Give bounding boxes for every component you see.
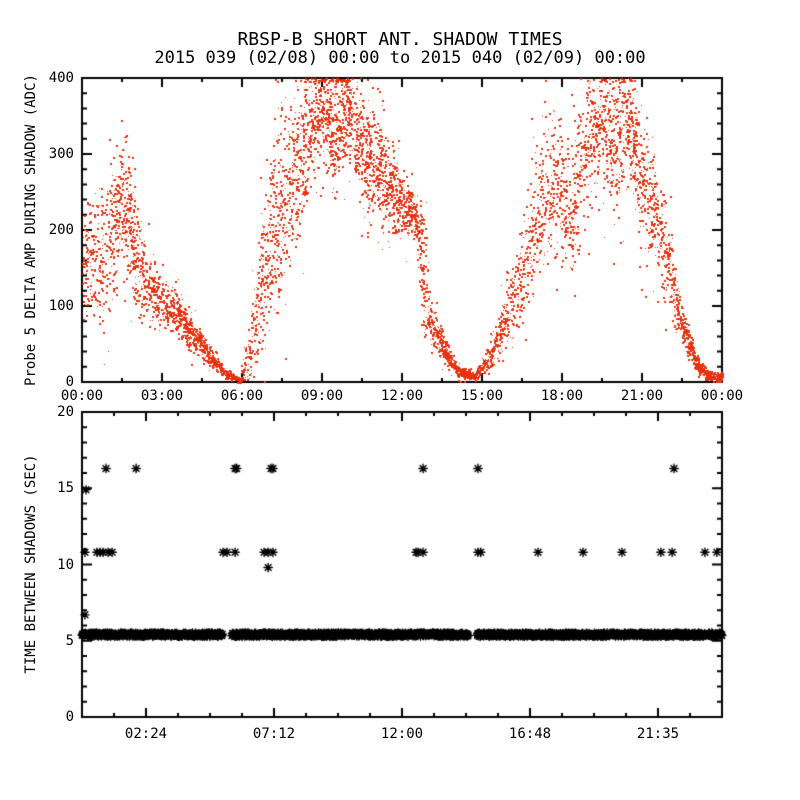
plot-subtitle: 2015 039 (02/08) 00:00 to 2015 040 (02/0… [154,48,646,68]
bottom-x-tick-label: 16:48 [508,726,552,742]
top-x-tick-label: 00:00 [700,388,744,404]
plot-title: RBSP-B SHORT ANT. SHADOW TIMES [237,29,563,50]
bottom-y-tick-label: 0 [65,709,74,725]
bottom-y-tick-label: 5 [65,632,74,649]
bottom-y-tick-label: 15 [57,480,74,497]
top-x-tick-label: 12:00 [380,388,424,404]
top-x-tick-label: 18:00 [540,388,584,404]
bottom-x-tick-label: 07:12 [252,726,296,742]
top-x-tick-label: 03:00 [140,388,184,404]
bottom-x-tick-label: 02:24 [124,726,168,742]
top-y-tick-label: 300 [48,146,74,162]
bottom-y-tick-label: 10 [57,556,74,573]
top-x-tick-label: 15:00 [460,388,504,404]
top-y-tick-label: 400 [48,70,74,86]
top-x-tick-label: 21:00 [620,388,664,404]
top-x-tick-label: 09:00 [300,388,344,404]
bottom-x-tick-label: 21:35 [636,726,680,742]
bottom-y-tick-label: 20 [57,404,74,420]
top-y-tick-label: 0 [65,374,74,390]
top-y-tick-label: 200 [48,222,74,238]
bottom-x-tick-label: 12:00 [380,726,424,742]
top-y-tick-label: 100 [48,298,74,314]
top-x-tick-label: 06:00 [220,388,264,404]
top-x-tick-label: 00:00 [60,388,104,404]
